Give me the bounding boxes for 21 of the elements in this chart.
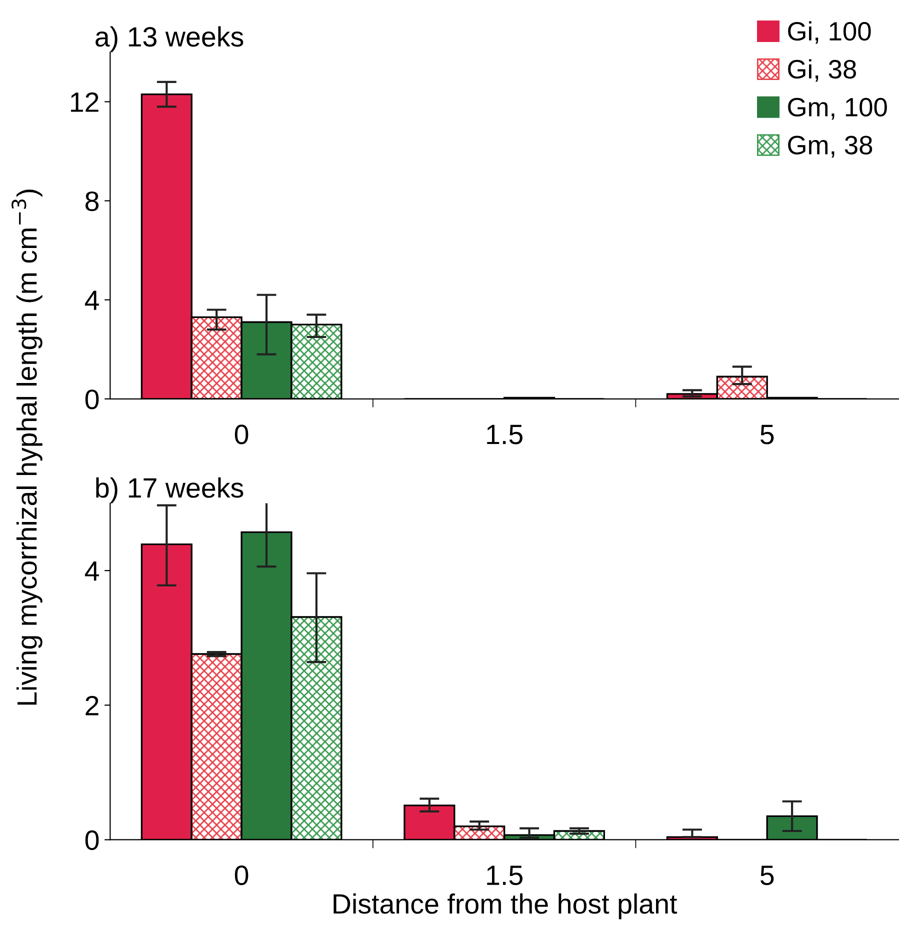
- legend-label: Gm, 100: [788, 98, 887, 120]
- y-tick-label: 4: [84, 562, 99, 581]
- y-tick-label: 0: [85, 390, 99, 410]
- legend-label: Gi, 38: [788, 59, 856, 82]
- legend-label: Gm, 38: [788, 136, 872, 158]
- y-axis-title: Living mycorrhizal hyphal length (m cm$^{−3}$): [12, 190, 42, 705]
- y-tick-label: 0: [85, 830, 99, 850]
- chart-title: b) 17 weeks: [96, 477, 244, 504]
- legend-label: Gi, 100: [788, 21, 871, 44]
- x-tick-label: 0: [234, 865, 248, 886]
- x-tick-label: 1.5: [487, 424, 522, 444]
- x-tick-label: 5: [760, 866, 774, 886]
- y-tick-label: 12: [70, 92, 98, 112]
- y-tick-label: 4: [84, 290, 99, 310]
- y-tick-label: 2: [86, 696, 98, 716]
- x-axis-title: Distance from the host plant: [334, 893, 678, 920]
- x-tick-label: 5: [760, 424, 774, 444]
- x-tick-label: 1.5: [487, 866, 522, 886]
- x-tick-label: 0: [234, 424, 248, 444]
- chart-title: a) 13 weeks: [96, 26, 244, 52]
- y-tick-label: 8: [86, 191, 99, 212]
